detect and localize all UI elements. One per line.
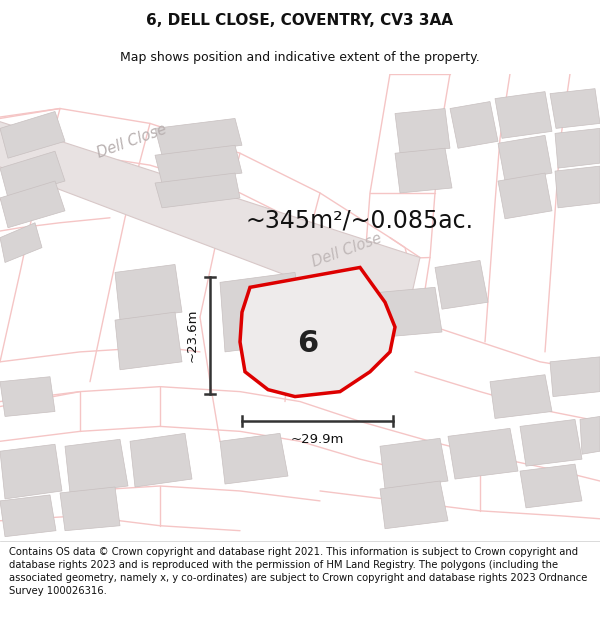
Polygon shape bbox=[550, 89, 600, 128]
Polygon shape bbox=[60, 487, 120, 531]
Polygon shape bbox=[490, 375, 552, 419]
Polygon shape bbox=[0, 181, 65, 228]
Polygon shape bbox=[498, 173, 552, 219]
Polygon shape bbox=[555, 166, 600, 208]
Polygon shape bbox=[380, 438, 448, 489]
Polygon shape bbox=[395, 148, 452, 193]
Polygon shape bbox=[220, 272, 305, 352]
Text: ~345m²/~0.085ac.: ~345m²/~0.085ac. bbox=[246, 209, 474, 232]
Polygon shape bbox=[550, 357, 600, 397]
Polygon shape bbox=[0, 444, 62, 499]
Polygon shape bbox=[155, 173, 240, 208]
Polygon shape bbox=[220, 433, 288, 484]
Polygon shape bbox=[115, 312, 182, 370]
Polygon shape bbox=[130, 433, 192, 487]
Polygon shape bbox=[0, 222, 42, 262]
Polygon shape bbox=[495, 92, 552, 138]
Polygon shape bbox=[155, 145, 242, 183]
Polygon shape bbox=[380, 288, 442, 337]
Polygon shape bbox=[115, 264, 182, 320]
Text: 6: 6 bbox=[298, 329, 319, 359]
Text: Dell Close: Dell Close bbox=[310, 231, 384, 270]
Polygon shape bbox=[435, 261, 488, 309]
Polygon shape bbox=[520, 419, 582, 466]
Text: ~29.9m: ~29.9m bbox=[291, 432, 344, 446]
Polygon shape bbox=[555, 128, 600, 168]
Polygon shape bbox=[580, 416, 600, 454]
Polygon shape bbox=[520, 464, 582, 508]
Polygon shape bbox=[65, 439, 128, 493]
Text: Map shows position and indicative extent of the property.: Map shows position and indicative extent… bbox=[120, 51, 480, 64]
Polygon shape bbox=[448, 428, 518, 479]
Text: 6, DELL CLOSE, COVENTRY, CV3 3AA: 6, DELL CLOSE, COVENTRY, CV3 3AA bbox=[146, 13, 454, 28]
Text: Dell Close: Dell Close bbox=[95, 122, 169, 161]
Polygon shape bbox=[450, 102, 498, 148]
Polygon shape bbox=[240, 268, 395, 397]
Text: Contains OS data © Crown copyright and database right 2021. This information is : Contains OS data © Crown copyright and d… bbox=[9, 546, 587, 596]
Text: ~23.6m: ~23.6m bbox=[185, 309, 199, 362]
Polygon shape bbox=[498, 136, 552, 181]
Polygon shape bbox=[0, 119, 420, 307]
Polygon shape bbox=[0, 377, 55, 416]
Polygon shape bbox=[0, 111, 65, 158]
Polygon shape bbox=[395, 109, 450, 153]
Polygon shape bbox=[0, 495, 56, 537]
Polygon shape bbox=[0, 151, 65, 198]
Polygon shape bbox=[380, 481, 448, 529]
Polygon shape bbox=[155, 119, 242, 155]
